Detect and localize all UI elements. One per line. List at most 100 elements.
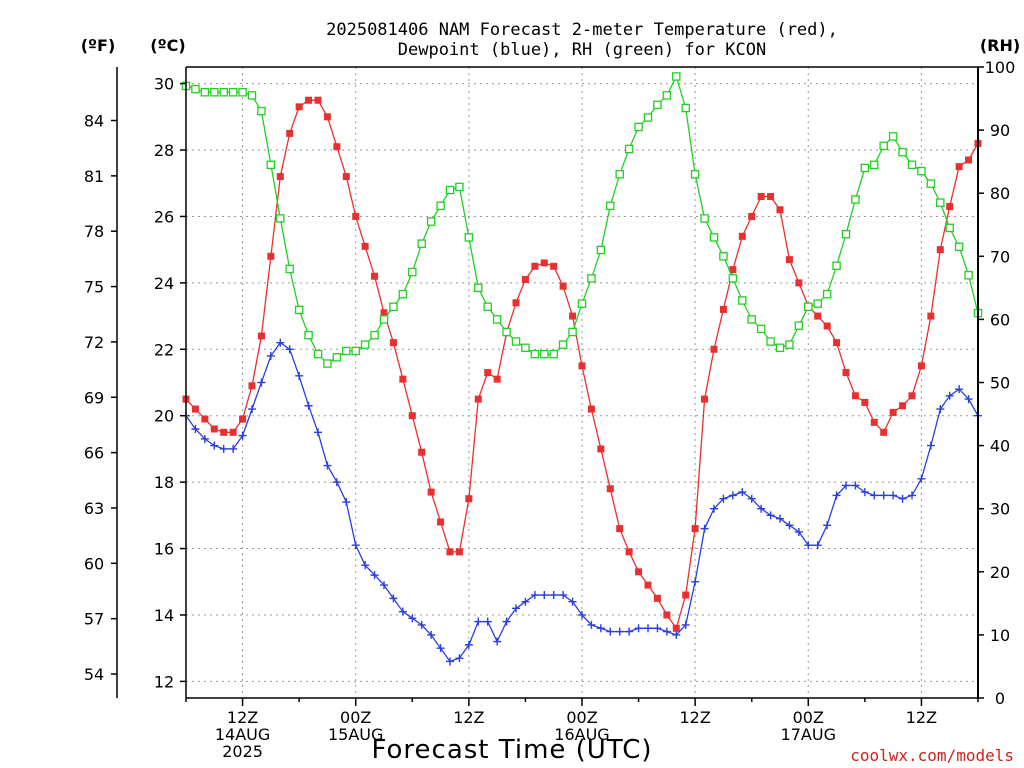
rh-point (483, 302, 492, 312)
rh-tick-label: 0 (995, 689, 1005, 708)
temperature-point (484, 369, 492, 377)
dewpoint-point (455, 654, 464, 663)
temperature-point (389, 339, 397, 347)
rh-point (191, 84, 200, 94)
rh-point (370, 330, 379, 340)
rh-point (304, 330, 313, 340)
rh-point (822, 289, 832, 299)
rh-point (870, 160, 879, 170)
time-tick-label: 2025 (222, 742, 263, 761)
rh-point (568, 327, 577, 337)
dewpoint-point (417, 620, 426, 629)
rh-point (700, 214, 709, 223)
dewpoint-point (681, 620, 690, 629)
rh-point (926, 179, 936, 188)
rh-point (653, 100, 662, 110)
celsius-axis-unit: (ºC) (150, 36, 185, 55)
temperature-point (729, 266, 737, 274)
temperature-point (955, 163, 963, 171)
temperature-point (465, 495, 473, 503)
rh-tick-label: 10 (990, 626, 1010, 645)
dewpoint-point (427, 630, 436, 639)
dewpoint-point (248, 405, 256, 414)
temperature-point (418, 448, 426, 456)
dewpoint-point (785, 521, 794, 530)
rh-point (624, 144, 634, 154)
rh-point (257, 106, 266, 116)
temperature-point (644, 581, 652, 589)
temperature-point (191, 405, 199, 413)
fahrenheit-tick-label: 57 (84, 610, 104, 629)
rh-point (738, 296, 747, 305)
rh-point (954, 242, 964, 252)
temperature-point (305, 96, 313, 104)
dewpoint-point (200, 434, 209, 443)
celsius-tick-label: 30 (154, 75, 174, 94)
dewpoint-point (964, 395, 973, 404)
temperature-point (889, 408, 897, 416)
dewpoint-point (898, 494, 907, 503)
fahrenheit-tick-label: 60 (84, 554, 104, 573)
dewpoint-point (794, 527, 803, 536)
dewpoint-point (870, 491, 879, 500)
dewpoint-point (257, 378, 266, 387)
rh-point (860, 163, 870, 173)
dewpoint-point (578, 610, 586, 619)
dewpoint-point (851, 481, 860, 490)
dewpoint-point (219, 444, 228, 453)
temperature-point (870, 418, 878, 426)
temperature-point (323, 113, 331, 121)
dewpoint-point (446, 657, 454, 666)
temperature-point (446, 548, 454, 556)
dewpoint-point (380, 581, 388, 590)
time-tick-label: 00Z (340, 708, 371, 727)
dewpoint-point (776, 514, 784, 523)
rh-tick-label: 20 (990, 563, 1010, 582)
dewpoint-point (596, 624, 605, 633)
rh-point (747, 315, 756, 324)
rh-point (615, 170, 624, 179)
time-tick-label: 12Z (227, 708, 258, 727)
temperature-point (314, 96, 322, 104)
dewpoint-point (955, 385, 964, 394)
rh-point (898, 147, 907, 157)
rh-point (728, 274, 738, 283)
dewpoint-point (568, 597, 577, 606)
celsius-tick-label: 12 (154, 672, 174, 691)
temperature-point (587, 405, 595, 413)
rh-tick-label: 80 (990, 184, 1010, 203)
rh-point (945, 223, 954, 233)
rh-point (577, 299, 587, 308)
rh-point (530, 349, 540, 359)
fahrenheit-tick-label: 81 (84, 167, 104, 186)
dewpoint-point (672, 630, 681, 639)
tick-labels: 12 14 16 18 20 22 24 26 28 30 54 57 60 63 66 69 72 75 78 81… (84, 58, 1015, 761)
temperature-point (814, 312, 822, 320)
temperature-point (371, 272, 379, 280)
temperature-point (616, 525, 624, 533)
dewpoint-point (530, 591, 539, 600)
rh-point (398, 289, 408, 299)
rh-point (276, 214, 285, 223)
dewpoint-point (342, 498, 351, 507)
temperature-point (635, 568, 643, 576)
dewpoint-point (549, 591, 558, 600)
dewpoint-point (464, 640, 473, 649)
temperature-point (352, 212, 360, 220)
dewpoint-point (493, 637, 502, 646)
temperature-point (408, 412, 416, 420)
dewpoint-point (644, 624, 652, 633)
dewpoint-point (889, 491, 898, 500)
rh-point (426, 217, 436, 226)
temperature-point (842, 369, 850, 377)
dewpoint-point (361, 561, 370, 570)
dewpoint-point (728, 491, 737, 500)
dewpoint-point (266, 351, 275, 360)
dewpoint-point (587, 620, 596, 629)
dewpoint-point (926, 441, 935, 450)
temperature-point (691, 525, 699, 533)
rh-point (558, 340, 568, 349)
rh-point (681, 103, 690, 113)
temperature-point (625, 548, 633, 556)
rh-point (907, 160, 917, 170)
